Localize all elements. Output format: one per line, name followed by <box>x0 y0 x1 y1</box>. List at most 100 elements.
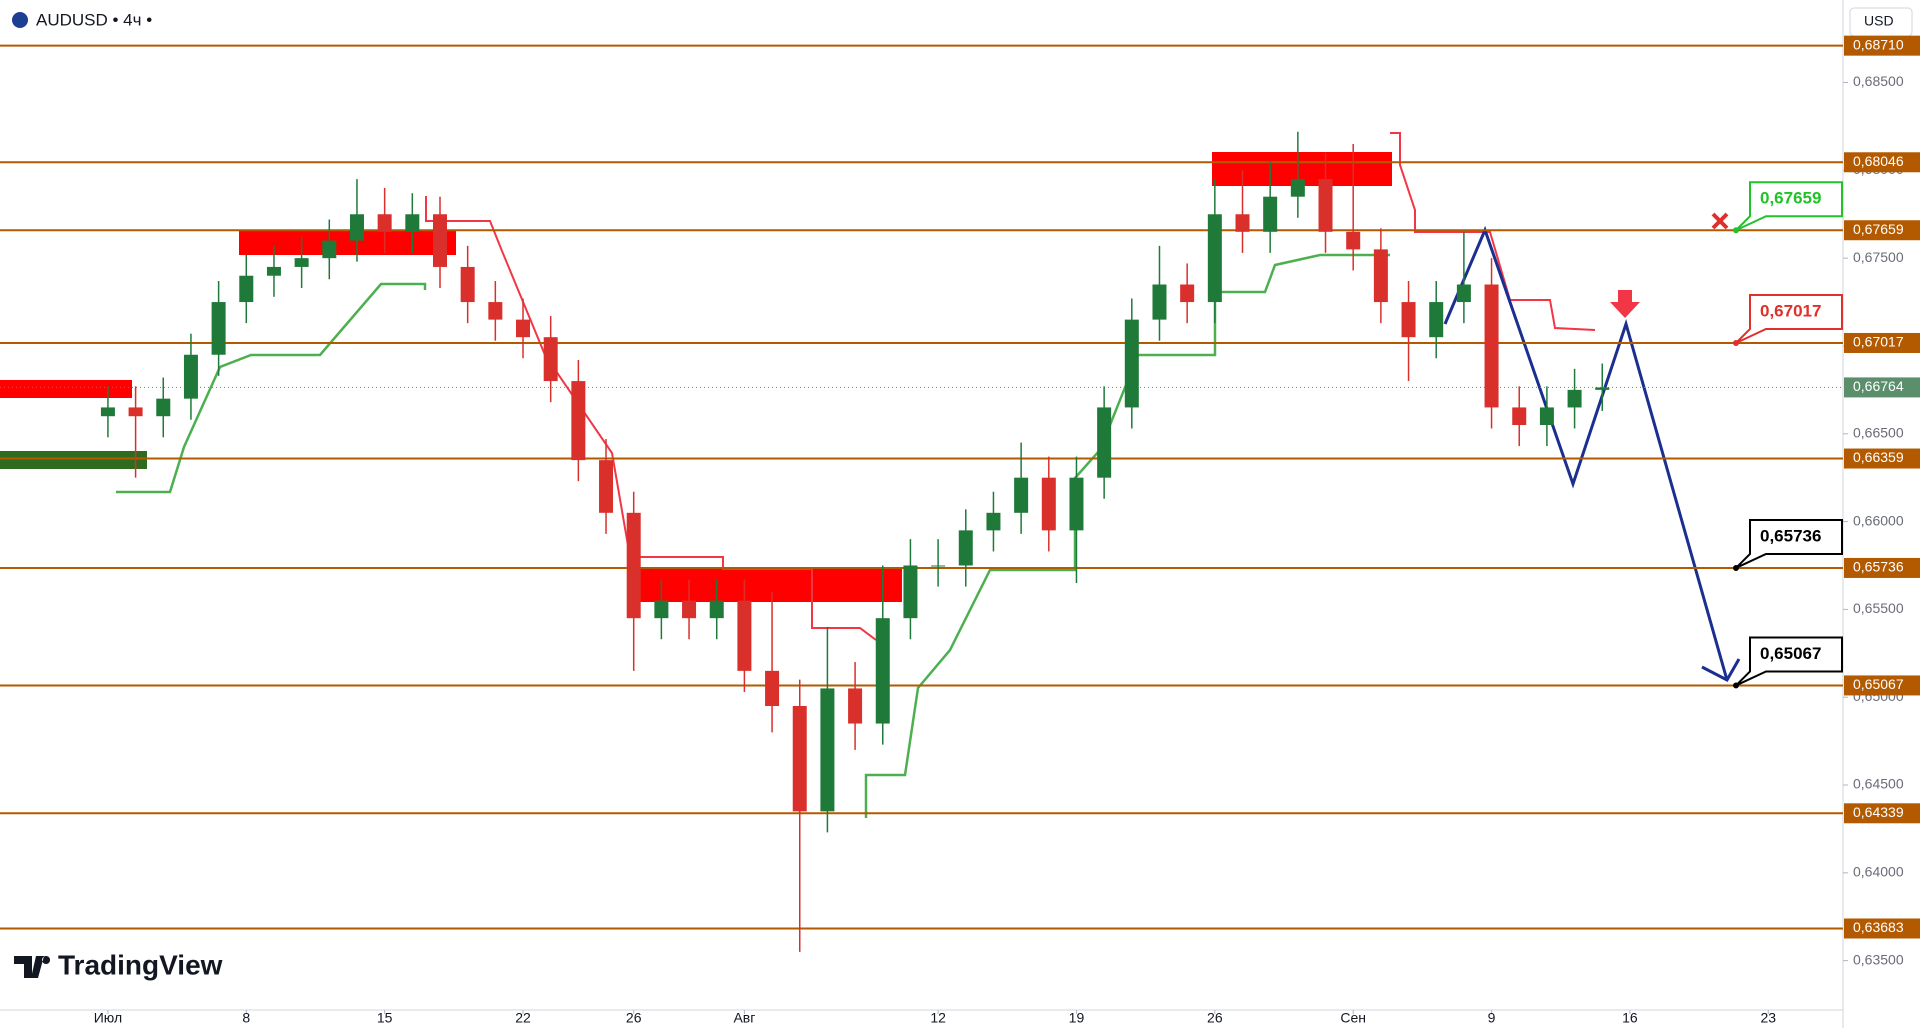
level-label-bg <box>1844 448 1920 469</box>
callout-box <box>1735 518 1843 569</box>
candle-body <box>1595 387 1610 390</box>
candle-body <box>128 407 143 417</box>
level-label-bg <box>1844 220 1920 241</box>
candle <box>1152 245 1167 341</box>
candle-body <box>1484 284 1499 408</box>
candle <box>599 439 614 534</box>
level-label: 0,68710 <box>1853 36 1904 52</box>
candle-body <box>682 600 697 619</box>
candle <box>211 280 226 376</box>
candle <box>709 579 724 640</box>
candle <box>765 591 780 733</box>
candle <box>875 565 890 745</box>
candle <box>1401 280 1416 382</box>
callout-box <box>1735 181 1843 232</box>
candle <box>1346 144 1361 271</box>
level-label: 0,67017 <box>1853 334 1904 350</box>
candle <box>820 626 835 833</box>
candle-body <box>737 600 752 671</box>
candle-body <box>1124 319 1139 408</box>
candle <box>1235 170 1250 253</box>
symbol-flag <box>12 12 28 28</box>
y-tick-label: 0,64000 <box>1853 864 1904 880</box>
candle-body <box>626 512 641 619</box>
candle <box>1512 386 1527 447</box>
y-tick-label: 0,63500 <box>1853 951 1904 967</box>
candle-body <box>654 600 669 619</box>
x-tick-label: 19 <box>1069 1010 1085 1026</box>
level-label-bg <box>1844 675 1920 696</box>
candle-body <box>1512 407 1527 425</box>
candle-body <box>322 240 337 259</box>
candle-body <box>183 354 198 399</box>
callout-label: 0,67659 <box>1760 189 1821 208</box>
candle <box>1318 152 1333 253</box>
candle-body <box>432 214 447 267</box>
candle-body <box>543 337 558 382</box>
candle <box>100 386 115 438</box>
candle <box>1124 298 1139 429</box>
y-tick-label: 0,66500 <box>1853 424 1904 440</box>
candle-body <box>1097 407 1112 478</box>
x-tick-label: 26 <box>626 1010 642 1026</box>
candle-body <box>765 670 780 706</box>
brand: TradingView <box>58 949 223 980</box>
candle-body <box>1401 302 1416 338</box>
y-tick-label: 0,66000 <box>1853 512 1904 528</box>
candle-body <box>266 266 281 276</box>
candle <box>903 539 918 640</box>
candle-body <box>1346 231 1361 250</box>
level-label: 0,64339 <box>1853 804 1904 820</box>
x-tick-label: Авг <box>733 1010 755 1026</box>
candle-body <box>848 688 863 724</box>
level-label-bg <box>1844 918 1920 939</box>
candle-body <box>958 530 973 566</box>
level-label: 0,67659 <box>1853 221 1904 237</box>
candle-body <box>488 302 503 320</box>
x-tick-label: 12 <box>930 1010 946 1026</box>
level-label: 0,68046 <box>1853 153 1904 169</box>
candle <box>432 196 447 289</box>
candle-body <box>820 688 835 812</box>
candle <box>1484 258 1499 429</box>
x-tick-label: Сен <box>1340 1010 1366 1026</box>
forecast-arrowhead <box>1701 658 1741 682</box>
x-tick-label: 16 <box>1622 1010 1638 1026</box>
down-arrow <box>1610 290 1640 318</box>
candle-body <box>1263 196 1278 232</box>
candle <box>848 662 863 750</box>
candle <box>349 179 364 262</box>
symbol-title: AUDUSD • 4ч • <box>36 10 152 29</box>
candle <box>654 579 669 640</box>
candle <box>488 280 503 341</box>
currency[interactable]: USD <box>1864 13 1894 29</box>
level-label: 0,66359 <box>1853 449 1904 465</box>
candle-body <box>1373 249 1388 303</box>
candle-body <box>100 407 115 417</box>
x-tick-label: 9 <box>1488 1010 1496 1026</box>
candle-body <box>709 600 724 619</box>
candle <box>1429 280 1444 359</box>
candle-body <box>1207 214 1222 303</box>
last-price-bg <box>1844 377 1920 398</box>
candle-body <box>405 214 420 232</box>
level-label-bg <box>1844 332 1920 353</box>
supertrend-up <box>864 253 1390 818</box>
candle-body <box>294 258 309 267</box>
candle-body <box>460 266 475 303</box>
candle <box>737 579 752 692</box>
candle-body <box>156 398 171 417</box>
supply-zone <box>239 230 456 255</box>
candle-body <box>1041 477 1056 531</box>
candle-body <box>377 214 392 232</box>
candle-body <box>516 319 531 338</box>
level-label-bg <box>1844 803 1920 824</box>
candle <box>1373 228 1388 324</box>
candle-body <box>875 618 890 724</box>
candle <box>128 386 143 478</box>
candle <box>986 491 1001 552</box>
candle <box>1263 161 1278 253</box>
candle <box>931 539 946 587</box>
